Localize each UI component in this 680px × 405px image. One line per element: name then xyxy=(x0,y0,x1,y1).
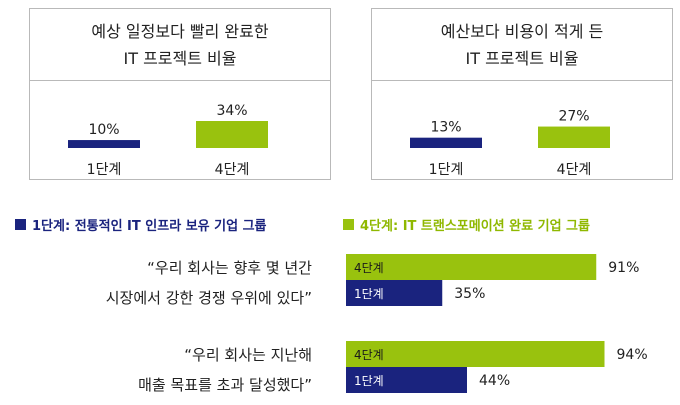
quote-line-2: 매출 목표를 초과 달성했다” xyxy=(138,376,312,394)
panel-title: 예상 일정보다 빨리 완료한 IT 프로젝트 비율 xyxy=(30,9,330,81)
bar-value-label: 34% xyxy=(216,103,247,119)
legend-label-stage4: 4단계: IT 트랜스포메이션 완료 기업 그룹 xyxy=(360,219,590,234)
hbar-category-label: 4단계 xyxy=(354,261,384,275)
hbar-stage1 xyxy=(346,280,443,306)
bar-category-label: 4단계 xyxy=(215,162,250,178)
bar-stage1 xyxy=(410,137,482,148)
bar-value-label: 10% xyxy=(88,122,119,138)
bar-stage4 xyxy=(196,121,268,148)
panel-title-line-2: IT 프로젝트 비율 xyxy=(465,48,579,68)
panel-title: 예산보다 비용이 적게 든 IT 프로젝트 비율 xyxy=(372,9,672,81)
hbar-category-label: 1단계 xyxy=(354,287,384,301)
hbar-value-label: 91% xyxy=(608,260,639,276)
quote-competitive-advantage: “우리 회사는 향후 몇 년간 시장에서 강한 경쟁 우위에 있다” xyxy=(0,253,312,313)
bar-category-label: 1단계 xyxy=(429,162,464,178)
bar-category-label: 4단계 xyxy=(557,162,592,178)
panel-title-line-1: 예상 일정보다 빨리 완료한 xyxy=(91,21,269,41)
quote-line-2: 시장에서 강한 경쟁 우위에 있다” xyxy=(105,289,312,307)
hbar-stage1 xyxy=(346,367,467,393)
bar-value-label: 13% xyxy=(430,120,461,136)
panel-under-budget: 예산보다 비용이 적게 든 IT 프로젝트 비율 13% 1단계 27% 4단계 xyxy=(371,8,673,180)
bar-category-label: 1단계 xyxy=(87,162,122,178)
hbar-value-label: 44% xyxy=(479,373,510,389)
panel-bar-chart: 10% 1단계 34% 4단계 xyxy=(68,103,268,178)
bar-stage1 xyxy=(68,140,140,148)
hbar-stage4 xyxy=(346,341,605,367)
legend-stage1: 1단계: 전통적인 IT 인프라 보유 기업 그룹 xyxy=(15,215,267,234)
panel-bar-chart: 13% 1단계 27% 4단계 xyxy=(410,109,610,178)
hbar-stage4 xyxy=(346,254,597,280)
legend-swatch-stage1 xyxy=(15,219,26,230)
legend-swatch-stage4 xyxy=(343,219,354,230)
quote-revenue-target: “우리 회사는 지난해 매출 목표를 초과 달성했다” xyxy=(0,340,312,400)
panel-title-line-1: 예산보다 비용이 적게 든 xyxy=(440,21,604,41)
legend-label-stage1: 1단계: 전통적인 IT 인프라 보유 기업 그룹 xyxy=(32,219,267,234)
panel-ahead-of-schedule: 예상 일정보다 빨리 완료한 IT 프로젝트 비율 10% 1단계 34% 4단계 xyxy=(29,8,331,180)
legend-stage4: 4단계: IT 트랜스포메이션 완료 기업 그룹 xyxy=(343,215,590,234)
hbar-value-label: 35% xyxy=(454,286,485,302)
hbar-category-label: 1단계 xyxy=(354,374,384,388)
quote-line-1: “우리 회사는 지난해 xyxy=(184,346,312,364)
hbar-value-label: 94% xyxy=(617,347,648,363)
panel-title-line-2: IT 프로젝트 비율 xyxy=(123,48,237,68)
quote-line-1: “우리 회사는 향후 몇 년간 xyxy=(147,259,312,277)
bar-value-label: 27% xyxy=(558,109,589,125)
bar-stage4 xyxy=(538,126,610,148)
hbar-category-label: 4단계 xyxy=(354,348,384,362)
